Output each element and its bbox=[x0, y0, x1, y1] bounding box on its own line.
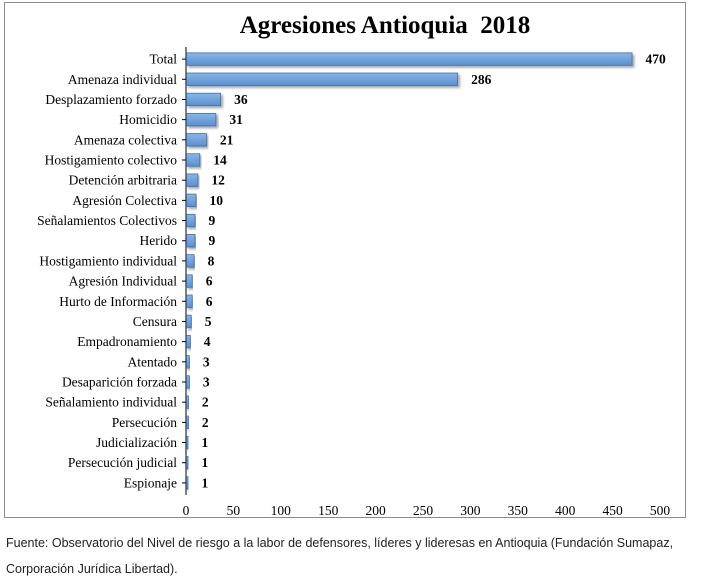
category-label: Detención arbitraria bbox=[69, 173, 177, 188]
value-label: 12 bbox=[211, 173, 225, 188]
category-label: Espionaje bbox=[124, 475, 177, 490]
value-label: 286 bbox=[471, 72, 492, 87]
bar bbox=[186, 415, 189, 430]
category-label: Hostigamiento individual bbox=[39, 253, 177, 268]
bar bbox=[186, 274, 193, 288]
value-label: 14 bbox=[213, 153, 227, 168]
category-label: Agresión Colectiva bbox=[72, 193, 177, 208]
x-tick-label: 250 bbox=[413, 503, 434, 518]
x-tick-label: 450 bbox=[602, 503, 623, 518]
value-label: 1 bbox=[202, 455, 209, 470]
bar bbox=[186, 153, 201, 167]
value-label: 3 bbox=[203, 375, 210, 390]
bar bbox=[186, 213, 196, 228]
category-label: Total bbox=[149, 52, 177, 67]
bar bbox=[186, 294, 193, 308]
x-tick-label: 200 bbox=[365, 503, 386, 518]
bar bbox=[186, 375, 190, 389]
value-label: 31 bbox=[229, 112, 243, 127]
value-label: 10 bbox=[209, 193, 223, 208]
category-label: Desplazamiento forzado bbox=[45, 92, 177, 107]
bar bbox=[186, 456, 189, 470]
x-tick-label: 300 bbox=[460, 503, 481, 518]
source-note: Fuente: Observatorio del Nivel de riesgo… bbox=[6, 536, 674, 576]
bar bbox=[186, 193, 197, 208]
value-label: 1 bbox=[202, 435, 209, 450]
bar bbox=[186, 355, 190, 369]
value-label: 4 bbox=[204, 334, 211, 349]
category-label: Señalamientos Colectivos bbox=[37, 213, 177, 228]
category-label: Señalamiento individual bbox=[45, 395, 177, 410]
value-label: 21 bbox=[220, 132, 234, 147]
value-label: 2 bbox=[202, 415, 209, 430]
bars-group bbox=[186, 52, 633, 490]
value-label: 1 bbox=[202, 475, 209, 490]
category-label: Amenaza colectiva bbox=[74, 132, 177, 147]
category-label: Agresión Individual bbox=[69, 274, 178, 289]
bar bbox=[186, 254, 195, 268]
category-label: Homicidio bbox=[119, 112, 177, 127]
value-label: 5 bbox=[205, 314, 212, 329]
category-label: Desaparición forzada bbox=[62, 375, 177, 390]
category-label: Hostigamiento colectivo bbox=[45, 153, 178, 168]
bar bbox=[186, 395, 189, 409]
value-label: 36 bbox=[234, 92, 248, 107]
x-tick-label: 150 bbox=[318, 503, 339, 518]
category-label: Empadronamiento bbox=[77, 334, 177, 349]
category-label: Persecución bbox=[112, 415, 177, 430]
chart-frame: Agresiones Antioquia 2018 Total 470 Amenaz… bbox=[4, 2, 686, 518]
value-label: 2 bbox=[202, 395, 209, 410]
category-label: Hurto de Información bbox=[59, 294, 177, 309]
bar bbox=[186, 476, 189, 490]
axis-group bbox=[182, 47, 187, 495]
category-label: Herido bbox=[140, 233, 178, 248]
bar bbox=[186, 314, 192, 329]
category-label: Atentado bbox=[128, 354, 178, 369]
x-tick-label: 50 bbox=[227, 503, 241, 518]
value-label: 6 bbox=[206, 274, 213, 289]
bar bbox=[186, 133, 207, 147]
value-label: 470 bbox=[646, 52, 667, 67]
category-label: Censura bbox=[133, 314, 177, 329]
category-label: Amenaza individual bbox=[68, 72, 177, 87]
x-tick-label: 500 bbox=[650, 503, 671, 518]
bar bbox=[186, 334, 191, 349]
value-label: 8 bbox=[208, 253, 215, 268]
x-tick-label: 100 bbox=[271, 503, 292, 518]
bar bbox=[186, 72, 459, 86]
bar bbox=[186, 92, 222, 107]
category-label: Judicialización bbox=[96, 435, 177, 450]
value-label: 3 bbox=[203, 354, 210, 369]
chart-title: Agresiones Antioquia 2018 bbox=[240, 12, 531, 39]
bar bbox=[186, 173, 199, 187]
category-label: Persecución judicial bbox=[68, 455, 177, 470]
bar bbox=[186, 435, 189, 450]
value-label: 9 bbox=[209, 213, 216, 228]
x-tick-label: 400 bbox=[555, 503, 576, 518]
bar-chart: Agresiones Antioquia 2018 Total 470 Amenaz… bbox=[37, 12, 670, 518]
bar bbox=[186, 234, 196, 248]
value-label: 9 bbox=[209, 233, 216, 248]
bar bbox=[186, 112, 217, 127]
bar bbox=[186, 52, 633, 66]
value-label: 6 bbox=[206, 294, 213, 309]
x-tick-label: 350 bbox=[508, 503, 529, 518]
x-tick-label: 0 bbox=[183, 503, 190, 518]
